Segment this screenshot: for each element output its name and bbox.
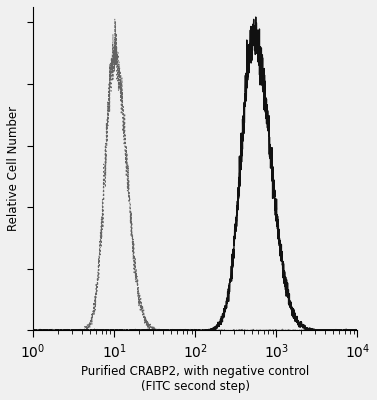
Y-axis label: Relative Cell Number: Relative Cell Number [7, 106, 20, 231]
X-axis label: Purified CRABP2, with negative control
(FITC second step): Purified CRABP2, with negative control (… [81, 365, 310, 393]
